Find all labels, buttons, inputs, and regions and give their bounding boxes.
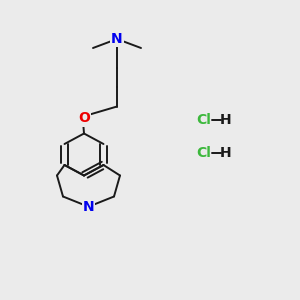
Text: Cl: Cl: [196, 146, 211, 160]
Text: N: N: [111, 32, 123, 46]
Text: N: N: [83, 200, 94, 214]
Text: H: H: [220, 113, 232, 127]
Text: H: H: [220, 146, 232, 160]
Text: Cl: Cl: [196, 113, 211, 127]
Text: O: O: [78, 112, 90, 125]
